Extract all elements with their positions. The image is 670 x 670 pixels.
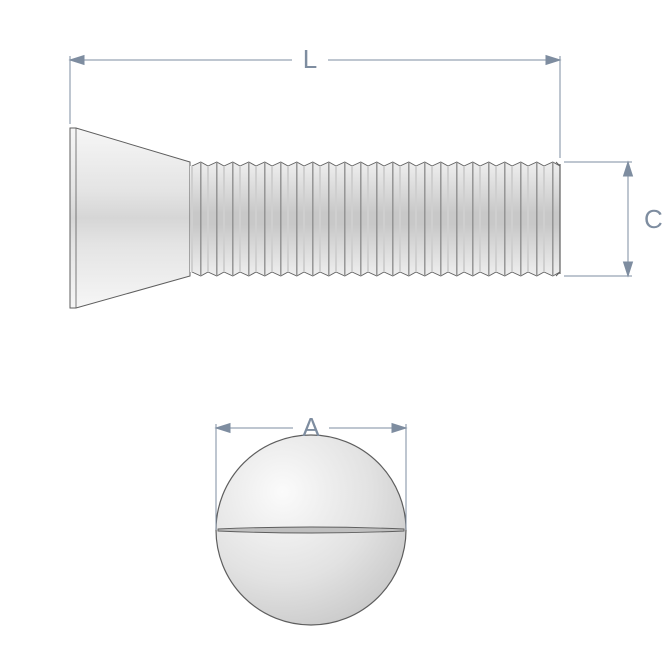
dimension-C: C [564, 162, 663, 276]
screw-head-front-view [216, 435, 406, 625]
head-slot [218, 527, 404, 533]
technical-drawing: L C A [0, 0, 670, 670]
screw-head-side [70, 128, 190, 308]
dimension-L: L [70, 44, 560, 158]
dimension-L-label: L [303, 44, 317, 74]
dimension-C-label: C [644, 204, 663, 234]
screw-threads [192, 162, 560, 276]
dimension-A-label: A [302, 412, 320, 442]
screw-side-view [70, 128, 560, 308]
